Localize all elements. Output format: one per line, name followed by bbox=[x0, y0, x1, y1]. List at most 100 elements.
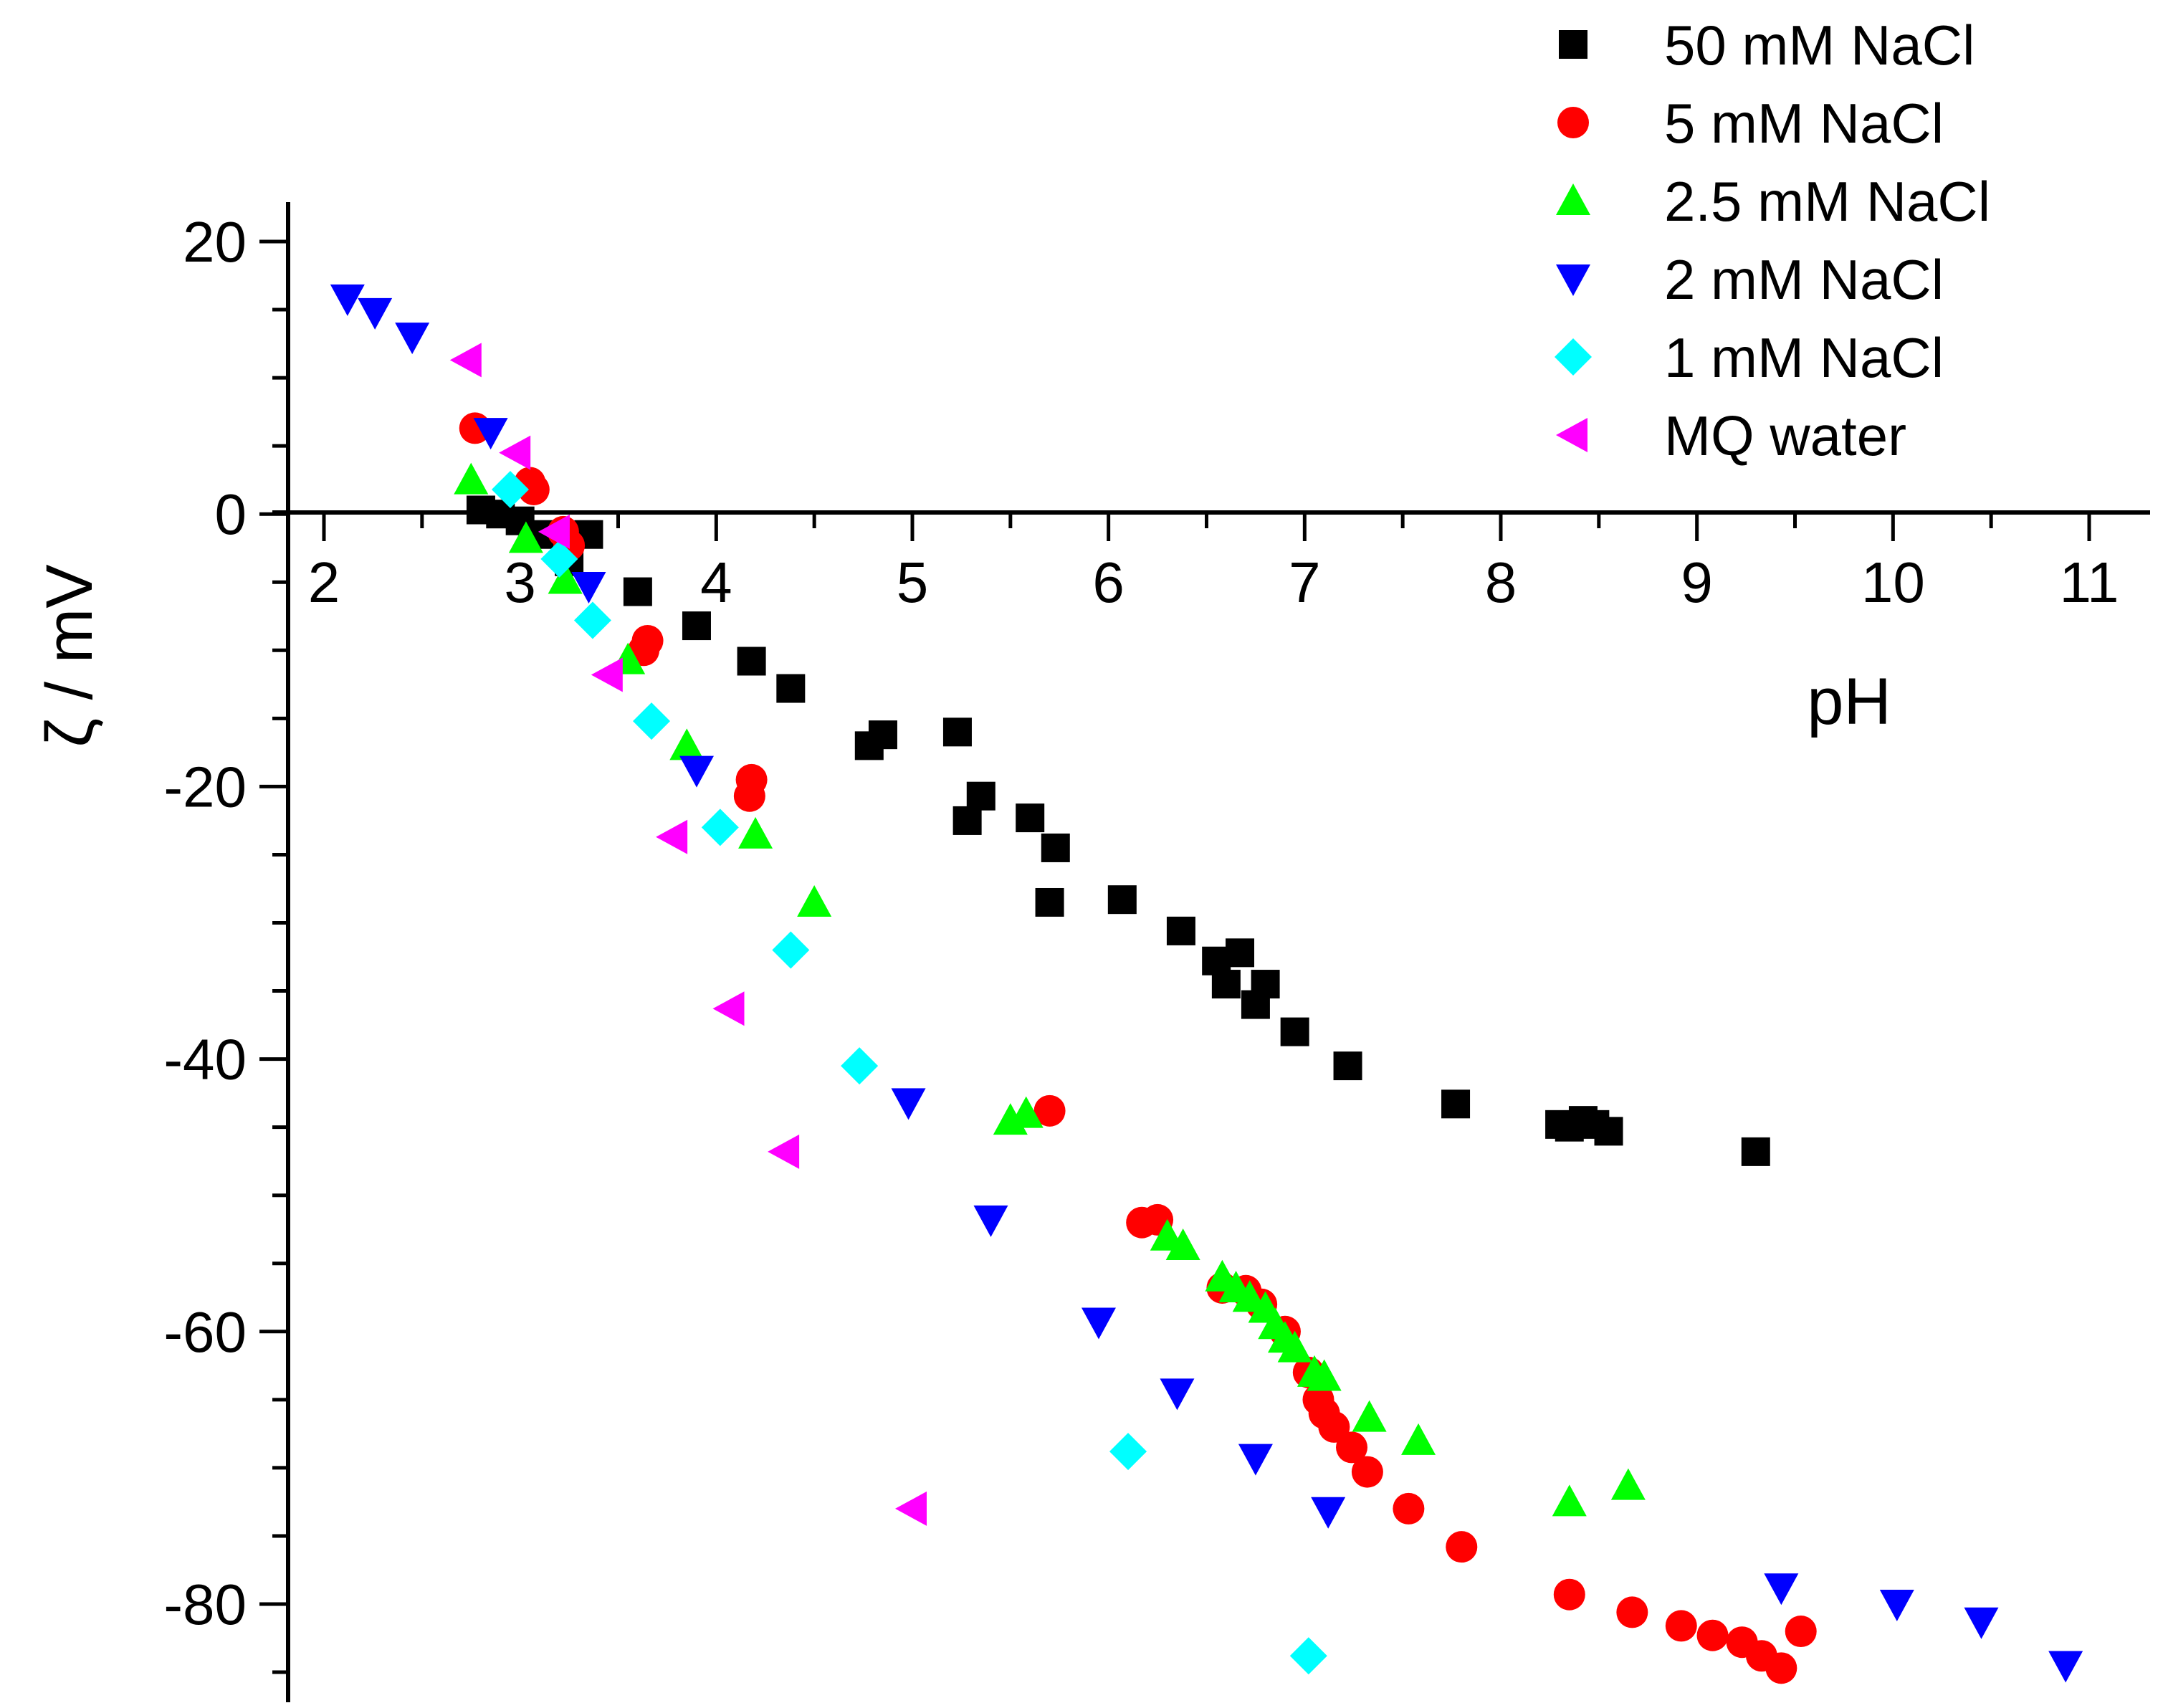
data-point-2-5-mm-nacl bbox=[1401, 1423, 1436, 1455]
data-point-1-mm-nacl bbox=[772, 931, 810, 969]
legend-marker-mq-water bbox=[1556, 418, 1587, 452]
axes bbox=[272, 202, 2150, 1702]
data-point-mq-water bbox=[768, 1134, 800, 1169]
legend-label-50-mm-nacl: 50 mM NaCl bbox=[1664, 14, 1975, 77]
legend-entry-2-5-mm-nacl: 2.5 mM NaCl bbox=[1556, 170, 1990, 233]
data-point-2-5-mm-nacl bbox=[1165, 1228, 1200, 1261]
x-tick-label: 2 bbox=[308, 550, 340, 614]
data-point-50-mm-nacl bbox=[1594, 1117, 1623, 1146]
legend-entry-mq-water: MQ water bbox=[1556, 404, 1906, 467]
data-point-2-5-mm-nacl bbox=[1232, 1280, 1267, 1312]
data-point-2-5-mm-nacl bbox=[797, 884, 832, 917]
series-5-mm-nacl bbox=[459, 412, 1817, 1684]
data-point-1-mm-nacl bbox=[841, 1047, 879, 1085]
y-tick-label: 20 bbox=[183, 210, 247, 274]
data-point-2-mm-nacl bbox=[1238, 1444, 1273, 1476]
legend-marker-2-5-mm-nacl bbox=[1556, 183, 1590, 215]
data-point-5-mm-nacl bbox=[1616, 1596, 1648, 1628]
data-point-50-mm-nacl bbox=[1741, 1137, 1770, 1166]
data-point-50-mm-nacl bbox=[1016, 803, 1045, 833]
x-tick-label: 5 bbox=[897, 550, 929, 614]
data-point-mq-water bbox=[656, 819, 688, 854]
y-tick-label: -60 bbox=[163, 1300, 247, 1364]
data-point-5-mm-nacl bbox=[1446, 1531, 1478, 1563]
data-point-5-mm-nacl bbox=[1318, 1411, 1350, 1443]
series-2-5-mm-nacl bbox=[454, 462, 1646, 1517]
data-point-2-5-mm-nacl bbox=[1352, 1400, 1387, 1432]
data-point-2-mm-nacl bbox=[330, 284, 365, 316]
data-point-1-mm-nacl bbox=[1289, 1637, 1327, 1675]
data-point-50-mm-nacl bbox=[1333, 1051, 1362, 1081]
data-point-50-mm-nacl bbox=[1251, 970, 1280, 999]
data-point-50-mm-nacl bbox=[623, 577, 652, 606]
y-tick-label: 0 bbox=[215, 482, 247, 546]
data-point-2-5-mm-nacl bbox=[508, 521, 543, 553]
series-1-mm-nacl bbox=[491, 470, 1327, 1675]
data-point-50-mm-nacl bbox=[1041, 833, 1070, 862]
data-point-50-mm-nacl bbox=[737, 647, 766, 676]
legend-entry-50-mm-nacl: 50 mM NaCl bbox=[1559, 14, 1975, 77]
data-point-2-mm-nacl bbox=[1964, 1607, 1999, 1639]
data-point-mq-water bbox=[895, 1491, 927, 1526]
legend-marker-1-mm-nacl bbox=[1555, 338, 1592, 376]
y-tick-label: -40 bbox=[163, 1028, 247, 1092]
ticks: 2 3 4 5 6 7 8 9 10 11 20 0 -20 -40 -60 -80 bbox=[163, 210, 2119, 1674]
data-point-5-mm-nacl bbox=[1665, 1610, 1697, 1642]
data-point-1-mm-nacl bbox=[491, 470, 529, 508]
data-point-5-mm-nacl bbox=[1553, 1578, 1585, 1611]
y-tick-label: -20 bbox=[163, 755, 247, 819]
data-point-2-mm-nacl bbox=[358, 297, 393, 330]
data-point-50-mm-nacl bbox=[966, 781, 995, 811]
data-point-50-mm-nacl bbox=[942, 717, 972, 747]
legend: 50 mM NaCl 5 mM NaCl 2.5 mM NaCl 2 mM NaCl 1… bbox=[1555, 14, 1990, 467]
data-point-mq-water bbox=[449, 343, 482, 378]
data-point-5-mm-nacl bbox=[517, 473, 550, 505]
data-point-5-mm-nacl bbox=[1336, 1431, 1368, 1464]
data-point-1-mm-nacl bbox=[701, 808, 739, 846]
x-tick-label: 10 bbox=[1861, 550, 1925, 614]
data-point-2-mm-nacl bbox=[1764, 1573, 1799, 1606]
legend-label-1-mm-nacl: 1 mM NaCl bbox=[1664, 326, 1944, 389]
y-tick-label: -80 bbox=[163, 1573, 247, 1636]
data-point-2-mm-nacl bbox=[1879, 1590, 1914, 1621]
x-tick-label: 7 bbox=[1289, 550, 1321, 614]
data-point-2-5-mm-nacl bbox=[738, 816, 773, 849]
data-point-2-mm-nacl bbox=[679, 755, 714, 788]
data-point-5-mm-nacl bbox=[1393, 1492, 1425, 1525]
data-point-5-mm-nacl bbox=[1033, 1094, 1066, 1127]
data-point-2-mm-nacl bbox=[1311, 1497, 1346, 1529]
data-point-2-5-mm-nacl bbox=[1610, 1468, 1646, 1500]
data-point-50-mm-nacl bbox=[1280, 1017, 1309, 1046]
x-axis-title: pH bbox=[1807, 665, 1891, 738]
legend-label-2-5-mm-nacl: 2.5 mM NaCl bbox=[1664, 170, 1990, 233]
y-axis-title: ζ / mV bbox=[33, 564, 106, 747]
data-point-mq-water bbox=[538, 514, 570, 549]
data-point-50-mm-nacl bbox=[1211, 970, 1241, 999]
legend-marker-50-mm-nacl bbox=[1559, 30, 1587, 59]
data-point-50-mm-nacl bbox=[682, 611, 711, 641]
legend-label-5-mm-nacl: 5 mM NaCl bbox=[1664, 92, 1944, 155]
data-point-1-mm-nacl bbox=[540, 540, 578, 578]
data-point-2-5-mm-nacl bbox=[1277, 1330, 1312, 1363]
data-point-mq-water bbox=[712, 991, 745, 1026]
x-tick-label: 8 bbox=[1485, 550, 1517, 614]
data-point-2-mm-nacl bbox=[1160, 1378, 1195, 1411]
data-point-50-mm-nacl bbox=[1441, 1089, 1471, 1119]
data-point-50-mm-nacl bbox=[1107, 885, 1137, 915]
data-point-2-mm-nacl bbox=[395, 323, 430, 355]
series-mq-water bbox=[449, 343, 927, 1526]
legend-entry-2-mm-nacl: 2 mM NaCl bbox=[1556, 248, 1944, 311]
legend-label-mq-water: MQ water bbox=[1664, 404, 1906, 467]
data-point-1-mm-nacl bbox=[573, 601, 611, 639]
data-point-5-mm-nacl bbox=[733, 780, 765, 812]
data-point-2-mm-nacl bbox=[1081, 1307, 1116, 1340]
data-point-2-5-mm-nacl bbox=[1008, 1096, 1044, 1128]
x-tick-label: 3 bbox=[504, 550, 536, 614]
legend-marker-2-mm-nacl bbox=[1556, 264, 1590, 296]
legend-entry-5-mm-nacl: 5 mM NaCl bbox=[1557, 92, 1944, 155]
series-2-mm-nacl bbox=[330, 284, 2083, 1683]
data-point-50-mm-nacl bbox=[1035, 887, 1064, 917]
data-point-mq-water bbox=[499, 435, 531, 470]
data-point-50-mm-nacl bbox=[776, 674, 806, 703]
